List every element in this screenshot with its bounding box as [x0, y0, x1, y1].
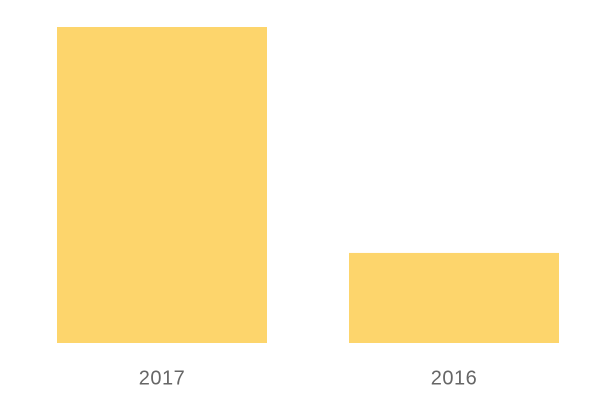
- bar: [57, 27, 267, 343]
- x-tick-label: 2016: [431, 367, 478, 389]
- x-tick-label: 2017: [139, 367, 186, 389]
- bar: [349, 252, 559, 343]
